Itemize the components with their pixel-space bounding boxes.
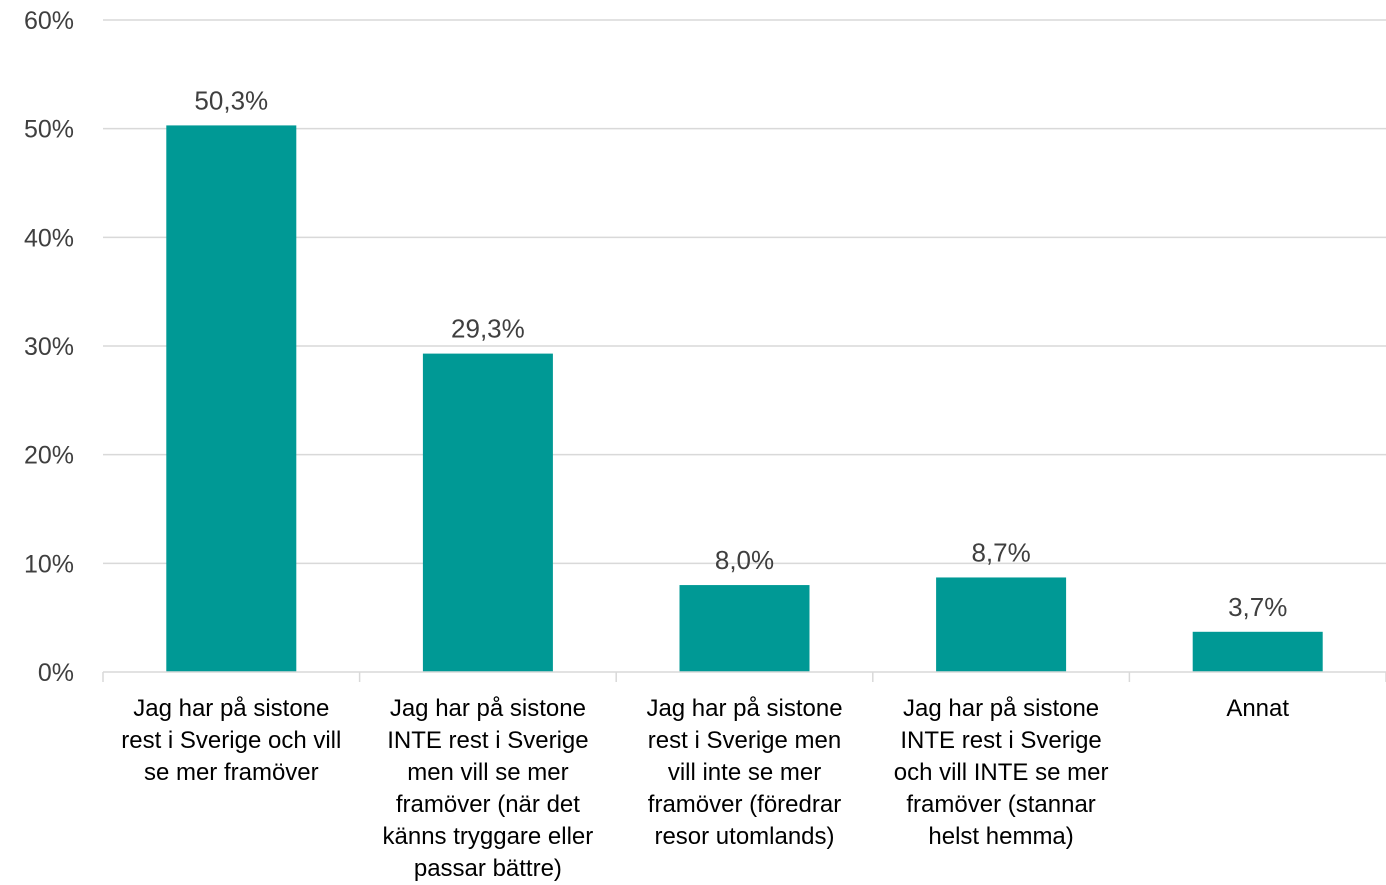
x-tick-label-line: vill inte se mer — [668, 759, 821, 786]
y-tick-label: 20% — [24, 442, 74, 470]
x-tick-label-line: framöver (när det — [396, 791, 580, 818]
bar — [166, 125, 297, 672]
bars — [166, 125, 1323, 672]
x-tick-label-line: framöver (stannar — [906, 791, 1095, 818]
y-axis-ticks: 0% 10% 20% 30% 40% 50% 60% — [24, 7, 74, 687]
x-tick-label-line: Annat — [1226, 695, 1289, 722]
bar — [422, 353, 553, 672]
category-labels: Jag har på sistone rest i Sverige och vil… — [121, 695, 1289, 882]
y-tick-label: 30% — [24, 333, 74, 361]
data-label: 8,0% — [715, 545, 774, 575]
x-tick-label-line: resor utomlands) — [654, 823, 834, 850]
x-tick-label-line: framöver (föredrar — [648, 791, 841, 818]
x-tick-label-line: Jag har på sistone — [133, 695, 329, 722]
x-tick-label-line: Jag har på sistone — [390, 695, 586, 722]
y-tick-label: 10% — [24, 550, 74, 578]
x-tick-label-line: passar bättre) — [414, 855, 562, 882]
y-tick-label: 0% — [38, 659, 74, 687]
y-tick-label: 40% — [24, 224, 74, 252]
x-tick-label-line: och vill INTE se mer — [894, 759, 1109, 786]
x-tick-label: Annat — [1226, 695, 1289, 722]
x-tick-label-line: rest i Sverige men — [648, 727, 841, 754]
bar — [936, 577, 1067, 672]
y-tick-label: 50% — [24, 116, 74, 144]
x-tick-label-line: Jag har på sistone — [903, 695, 1099, 722]
x-tick-label-line: men vill se mer — [407, 759, 568, 786]
x-tick-label-line: helst hemma) — [928, 823, 1073, 850]
x-tick-label-line: INTE rest i Sverige — [387, 727, 588, 754]
x-tick-label-line: känns tryggare eller — [383, 823, 594, 850]
bar — [679, 585, 810, 672]
x-tick-label-line: Jag har på sistone — [646, 695, 842, 722]
data-label: 8,7% — [971, 537, 1030, 567]
data-labels: 50,3% 29,3% 8,0% 8,7% 3,7% — [194, 85, 1287, 621]
x-tick-label: Jag har på sistone rest i Sverige men vill… — [646, 695, 842, 850]
x-tick-label-line: rest i Sverige och vill — [121, 727, 341, 754]
x-tick-label-line: se mer framöver — [144, 759, 319, 786]
x-tick-label: Jag har på sistone rest i Sverige och vil… — [121, 695, 341, 786]
x-axis — [102, 671, 1386, 682]
data-label: 3,7% — [1228, 592, 1287, 622]
x-tick-label: Jag har på sistone INTE rest i Sverige men… — [383, 695, 594, 882]
gridlines — [103, 19, 1386, 565]
x-tick-label: Jag har på sistone INTE rest i Sverige och… — [894, 695, 1109, 850]
data-label: 50,3% — [194, 85, 268, 115]
y-tick-label: 60% — [24, 7, 74, 35]
x-tick-label-line: INTE rest i Sverige — [900, 727, 1101, 754]
bar — [1192, 631, 1323, 672]
data-label: 29,3% — [451, 314, 525, 344]
